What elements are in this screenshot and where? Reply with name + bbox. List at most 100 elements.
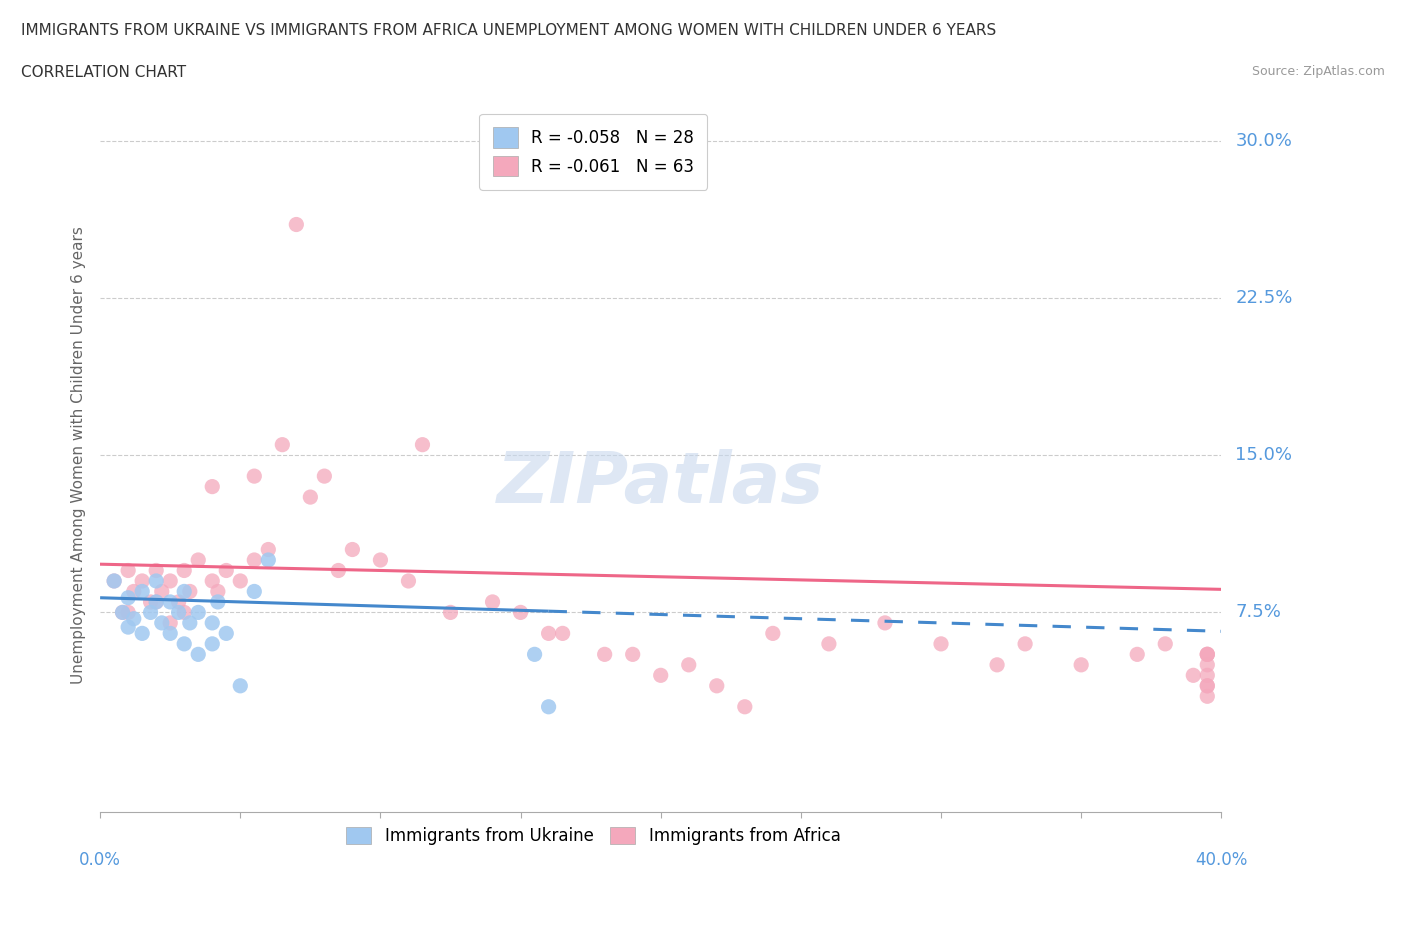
Point [314,469,336,484]
Point [1197,647,1219,662]
Point [1197,689,1219,704]
Point [678,658,700,672]
Point [1197,678,1219,693]
Point [299,490,322,505]
Point [929,636,952,651]
Point [257,552,280,567]
Point [523,647,546,662]
Point [215,563,238,578]
Point [187,605,209,620]
Point [111,605,134,620]
Point [243,584,266,599]
Point [187,552,209,567]
Point [159,594,181,609]
Point [117,563,139,578]
Point [551,626,574,641]
Point [179,584,201,599]
Point [1070,658,1092,672]
Point [342,542,364,557]
Point [173,636,195,651]
Point [150,616,173,631]
Point [201,574,224,589]
Text: 0.0%: 0.0% [79,851,121,869]
Text: 22.5%: 22.5% [1236,289,1292,307]
Point [167,594,190,609]
Text: 15.0%: 15.0% [1236,446,1292,464]
Point [122,611,145,626]
Point [117,605,139,620]
Point [131,584,153,599]
Point [537,699,560,714]
Point [1154,636,1177,651]
Point [159,626,181,641]
Point [117,591,139,605]
Point [187,647,209,662]
Point [1197,678,1219,693]
Point [201,636,224,651]
Point [243,469,266,484]
Point [1197,647,1219,662]
Point [873,616,896,631]
Text: 40.0%: 40.0% [1195,851,1247,869]
Point [370,552,392,567]
Point [173,563,195,578]
Text: Source: ZipAtlas.com: Source: ZipAtlas.com [1251,65,1385,78]
Point [139,594,162,609]
Point [150,584,173,599]
Point [650,668,672,683]
Point [537,626,560,641]
Point [131,574,153,589]
Text: ZIPatlas: ZIPatlas [498,449,824,518]
Point [139,605,162,620]
Point [103,574,125,589]
Point [179,616,201,631]
Point [257,542,280,557]
Point [411,437,433,452]
Point [1197,658,1219,672]
Point [145,574,167,589]
Legend: Immigrants from Ukraine, Immigrants from Africa: Immigrants from Ukraine, Immigrants from… [337,818,849,853]
Point [207,584,229,599]
Point [201,479,224,494]
Text: CORRELATION CHART: CORRELATION CHART [21,65,186,80]
Point [1014,636,1036,651]
Point [706,678,728,693]
Point [159,616,181,631]
Point [103,574,125,589]
Point [1182,668,1205,683]
Point [509,605,531,620]
Point [201,616,224,631]
Point [285,217,308,232]
Point [145,594,167,609]
Point [1197,668,1219,683]
Point [229,574,252,589]
Point [398,574,420,589]
Point [229,678,252,693]
Point [215,626,238,641]
Point [734,699,756,714]
Point [131,626,153,641]
Point [439,605,461,620]
Point [145,563,167,578]
Point [111,605,134,620]
Point [328,563,350,578]
Text: 7.5%: 7.5% [1236,604,1281,621]
Point [122,584,145,599]
Point [1126,647,1149,662]
Point [986,658,1008,672]
Point [593,647,616,662]
Point [173,605,195,620]
Point [762,626,785,641]
Point [243,552,266,567]
Point [1197,647,1219,662]
Point [173,584,195,599]
Point [481,594,503,609]
Point [271,437,294,452]
Point [207,594,229,609]
Text: IMMIGRANTS FROM UKRAINE VS IMMIGRANTS FROM AFRICA UNEMPLOYMENT AMONG WOMEN WITH : IMMIGRANTS FROM UKRAINE VS IMMIGRANTS FR… [21,23,997,38]
Point [621,647,644,662]
Point [145,594,167,609]
Point [167,605,190,620]
Y-axis label: Unemployment Among Women with Children Under 6 years: Unemployment Among Women with Children U… [72,226,86,684]
Point [159,574,181,589]
